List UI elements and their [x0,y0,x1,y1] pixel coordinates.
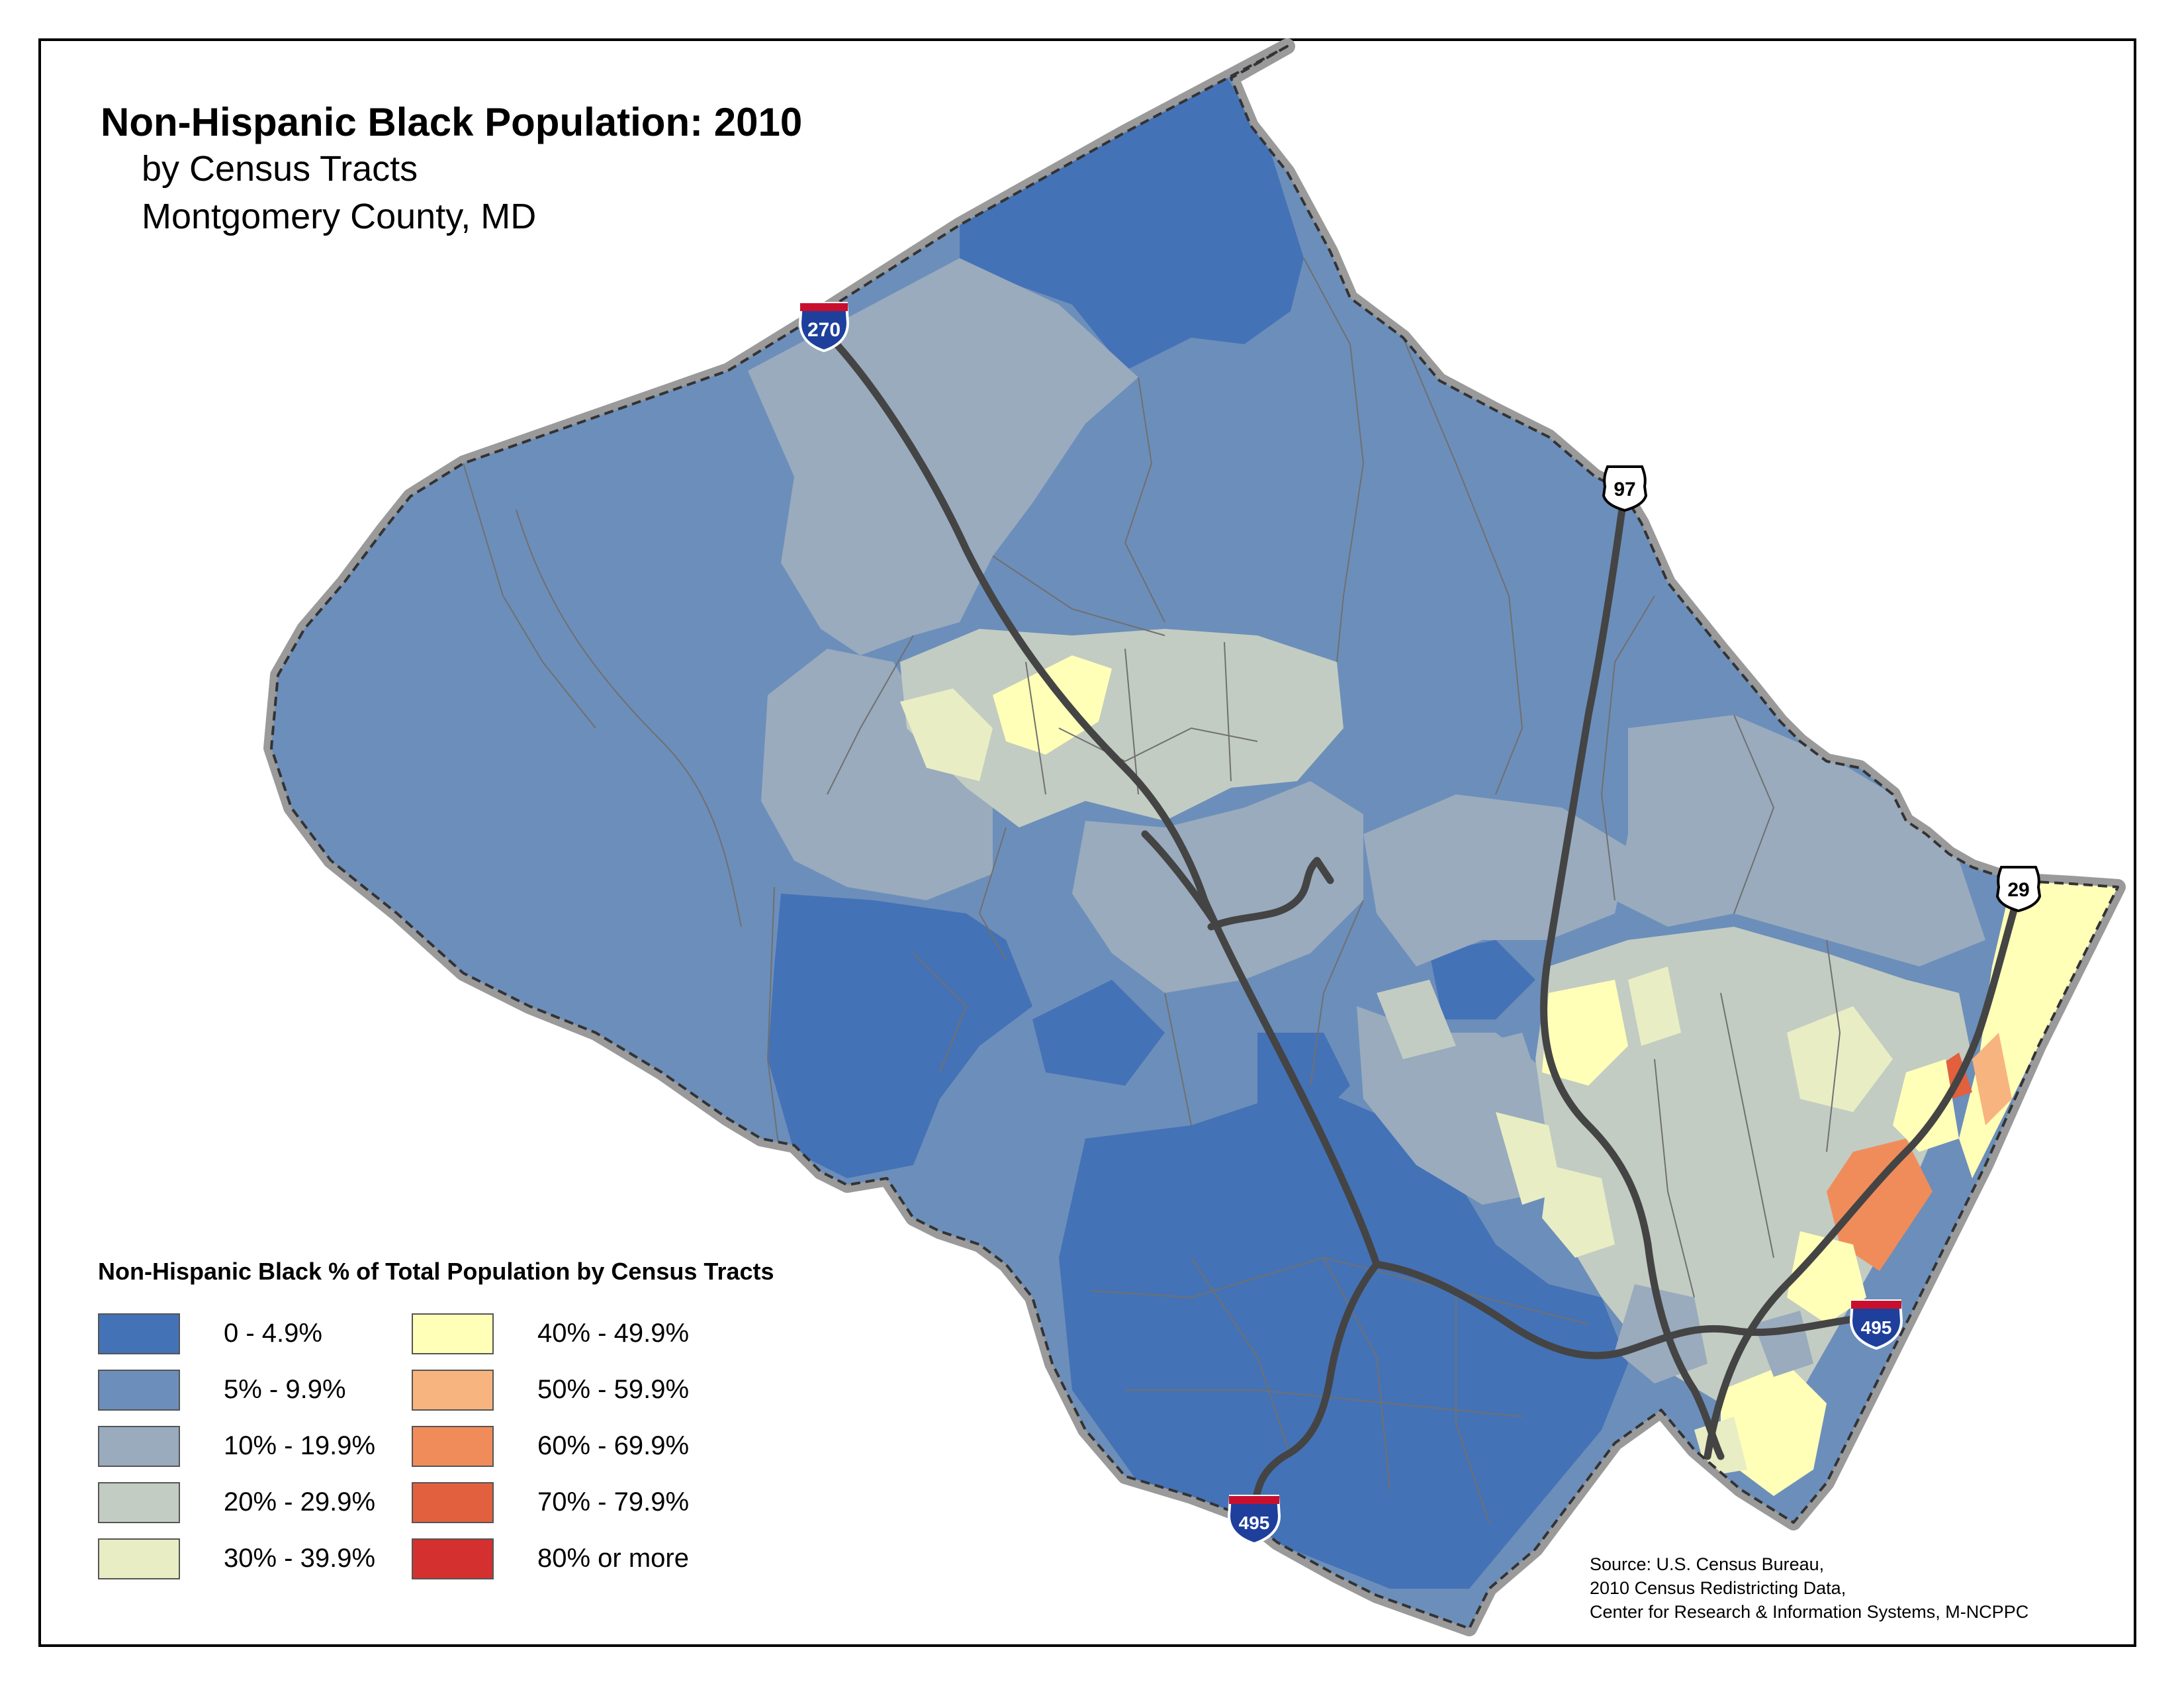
tract-west-central-low [768,894,1032,1178]
map-subtitle-line-1: by Census Tracts [142,149,418,189]
i495-north-road [1373,1260,1870,1360]
tract-germantown [900,629,1343,827]
tract-aspen-hill-40 [1542,980,1628,1086]
tract-us29-70 [1939,1053,1972,1099]
source-line-3: Center for Research & Information System… [1590,1602,2029,1622]
legend-swatch [412,1426,494,1467]
legend-label: 40% - 49.9% [537,1319,690,1348]
tract-white-oak-60 [1827,1139,1933,1271]
shield-i495-east: 495 [1849,1299,1903,1350]
map-title: Non-Hispanic Black Population: 2010 [101,100,803,144]
county-outline [270,45,2119,1630]
tract-rockville-20 [1377,980,1456,1059]
shield-us29: 29 [1995,866,2042,913]
tract-aspen-hill-low [1430,940,1535,1019]
legend-label: 30% - 39.9% [224,1544,376,1573]
shield-md97: 97 [1602,465,1648,512]
tract-germantown-30 [900,688,993,781]
legend-swatch [98,1538,180,1579]
shield-us29-label: 29 [2007,879,2029,901]
source-line-2: 2010 Census Redistricting Data, [1590,1578,1846,1598]
legend-swatch [98,1313,180,1354]
tract-central-west [761,649,993,900]
tract-germantown-40 [993,655,1112,755]
route-370-road [1207,857,1334,931]
legend-swatch [412,1538,494,1579]
legend-label: 20% - 29.9% [224,1487,376,1517]
md97-road [1540,486,1652,1248]
tract-cloverly [1615,715,1985,966]
legend-label: 70% - 79.9% [537,1487,690,1517]
legend-swatch [412,1370,494,1411]
map-subtitle-line-2: Montgomery County, MD [142,197,537,236]
legend-swatch [98,1482,180,1523]
highway-network [827,334,2023,1513]
i270-road [827,334,1381,1268]
shield-i495-south-label: 495 [1239,1513,1270,1533]
legend-swatch [98,1370,180,1411]
shield-md97-label: 97 [1614,479,1635,500]
census-tracts [271,46,2118,1628]
tract-wheaton-10 [1469,1033,1535,1086]
legend-label: 5% - 9.9% [224,1375,346,1404]
i270-spur-road [1141,830,1222,931]
tract-silver-spring-10 [1615,1284,1707,1383]
legend-label: 80% or more [537,1544,689,1573]
i495-west-road [1250,1260,1381,1513]
legend-label: 10% - 19.9% [224,1431,376,1460]
tract-fairland-30 [1787,1006,1893,1112]
shield-i495-east-label: 495 [1861,1317,1892,1338]
shield-i270-label: 270 [807,319,841,341]
tract-boundaries [463,258,1841,1523]
shield-i270: 270 [798,302,850,353]
tract-darnestown-low [1032,980,1165,1086]
legend-title: Non-Hispanic Black % of Total Population… [98,1258,774,1285]
source-line-1: Source: U.S. Census Bureau, [1590,1554,1825,1574]
legend-label: 50% - 59.9% [537,1375,690,1404]
tract-white-oak-40 [1893,1059,1959,1152]
tract-bethesda-low [1059,1086,1628,1589]
tract-us29-50 [1972,1033,2012,1125]
legend-swatch [98,1426,180,1467]
legend-label: 60% - 69.9% [537,1431,690,1460]
us29-road [1704,890,2023,1460]
source-note: Source: U.S. Census Bureau, 2010 Census … [1590,1552,2028,1624]
legend-label: 0 - 4.9% [224,1319,322,1348]
shield-i495-south: 495 [1227,1495,1281,1546]
legend-swatch [412,1482,494,1523]
tract-hillandale-40 [1787,1231,1866,1324]
tract-olney-south [1363,794,1628,966]
tract-wheaton-30 [1542,1165,1615,1258]
tract-aspen-hill-30 [1628,966,1681,1046]
tract-takoma-40 [1721,1364,1827,1496]
legend-swatch [412,1313,494,1354]
tract-kensington-30 [1496,1112,1562,1205]
